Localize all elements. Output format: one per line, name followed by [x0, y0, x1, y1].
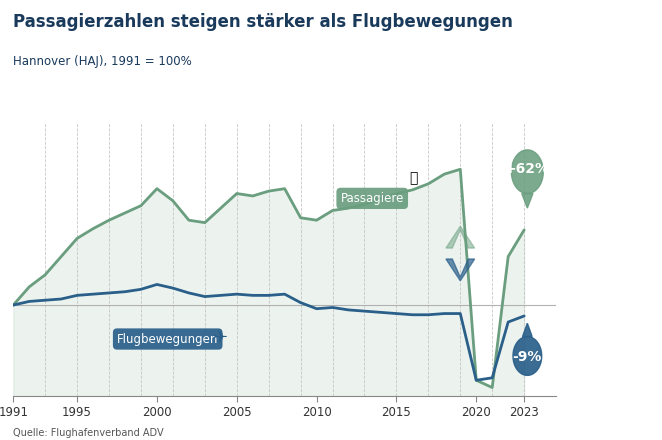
Text: +62%: +62% [505, 162, 550, 176]
Polygon shape [513, 337, 542, 375]
Text: Quelle: Flughafenverband ADV: Quelle: Flughafenverband ADV [13, 428, 164, 438]
Text: 🧍: 🧍 [409, 171, 418, 185]
Polygon shape [446, 259, 475, 281]
Polygon shape [522, 194, 533, 208]
Text: Hannover (HAJ), 1991 = 100%: Hannover (HAJ), 1991 = 100% [13, 55, 192, 68]
Polygon shape [511, 150, 544, 194]
Text: ✈: ✈ [213, 330, 228, 348]
Polygon shape [446, 226, 475, 248]
Polygon shape [522, 323, 532, 337]
Text: Flugbewegungen: Flugbewegungen [117, 333, 218, 345]
Text: Passagiere: Passagiere [340, 192, 404, 205]
Text: Passagierzahlen steigen stärker als Flugbewegungen: Passagierzahlen steigen stärker als Flug… [13, 13, 513, 31]
Text: -9%: -9% [512, 350, 542, 364]
